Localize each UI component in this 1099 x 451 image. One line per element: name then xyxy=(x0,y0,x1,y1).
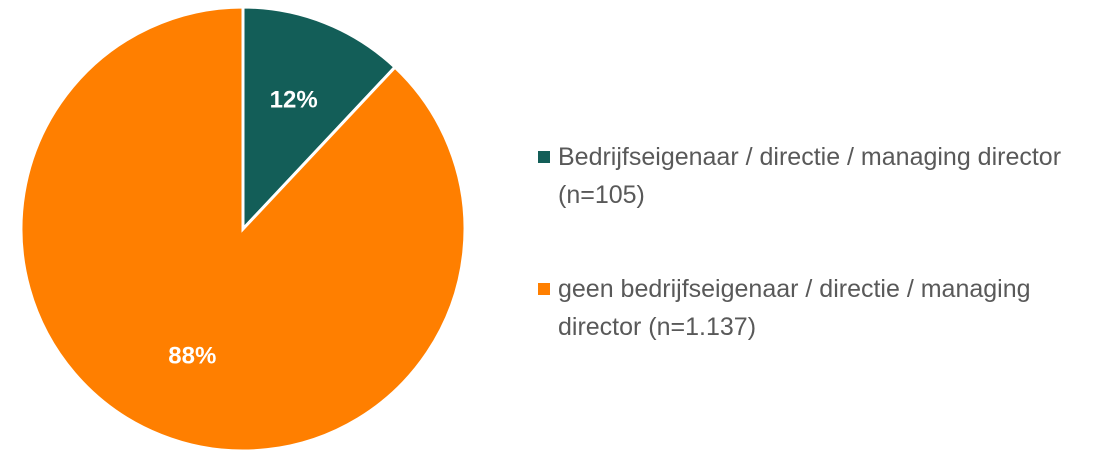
data-label: 88% xyxy=(168,342,216,369)
legend-label: geen bedrijfseigenaar / directie / manag… xyxy=(558,275,1031,341)
legend-entry: geen bedrijfseigenaar / directie / manag… xyxy=(538,270,1078,346)
pie-slice xyxy=(241,5,398,233)
legend-swatch xyxy=(538,283,550,295)
pie-slice xyxy=(19,5,467,451)
legend-entry: Bedrijfseigenaar / directie / managing d… xyxy=(538,138,1078,214)
data-label: 12% xyxy=(270,86,318,113)
legend-swatch xyxy=(538,151,550,163)
legend-label: Bedrijfseigenaar / directie / managing d… xyxy=(558,143,1062,209)
